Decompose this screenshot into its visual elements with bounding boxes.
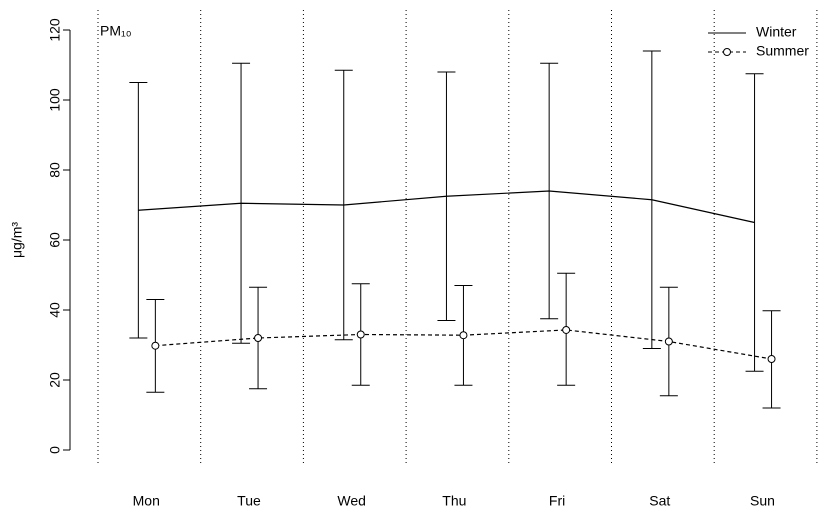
- annotation: PM₁₀: [100, 23, 132, 39]
- y-tick-label: 120: [47, 18, 63, 42]
- y-tick-label: 100: [47, 88, 63, 112]
- point: [151, 341, 160, 350]
- point: [562, 325, 571, 334]
- legend-marker: [723, 48, 731, 56]
- point: [356, 330, 365, 339]
- x-tick-label: Tue: [237, 493, 261, 509]
- point: [664, 337, 673, 346]
- x-tick-label: Mon: [133, 493, 160, 509]
- point: [459, 331, 468, 340]
- y-tick-label: 40: [47, 302, 63, 318]
- legend-label: Winter: [756, 24, 797, 40]
- x-tick-label: Wed: [337, 493, 366, 509]
- x-tick-label: Sat: [649, 493, 670, 509]
- y-axis-label: μg/m³: [9, 222, 25, 258]
- x-tick-label: Thu: [442, 493, 466, 509]
- y-tick-label: 60: [47, 232, 63, 248]
- legend-label: Summer: [756, 43, 809, 59]
- point: [767, 355, 776, 363]
- y-tick-label: 0: [47, 446, 63, 454]
- x-tick-label: Sun: [750, 493, 775, 509]
- y-tick-label: 80: [47, 162, 63, 178]
- point: [254, 334, 263, 342]
- x-tick-label: Fri: [549, 493, 565, 509]
- y-tick-label: 20: [47, 372, 63, 388]
